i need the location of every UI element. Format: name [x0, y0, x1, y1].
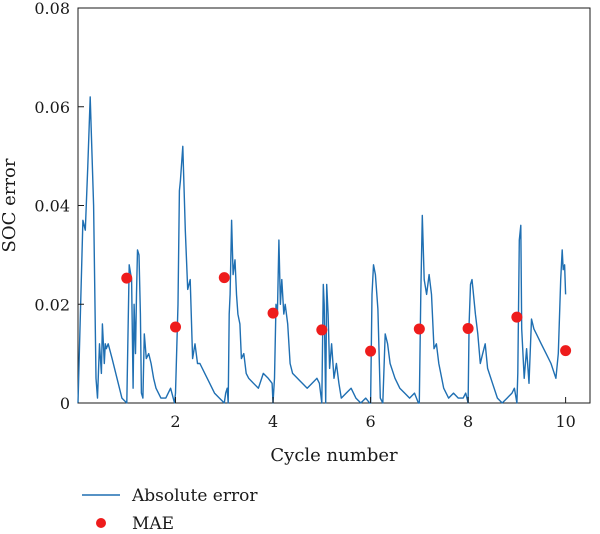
- mae-point: [511, 311, 523, 323]
- mae-point: [218, 272, 230, 284]
- mae-point: [170, 321, 182, 333]
- mae-point: [365, 345, 377, 357]
- legend: Absolute error MAE: [82, 486, 258, 534]
- x-tick-label: 4: [268, 412, 278, 431]
- y-tick-label: 0.02: [34, 295, 70, 314]
- x-axis-title: Cycle number: [270, 445, 398, 466]
- mae-points: [121, 272, 572, 357]
- mae-point: [121, 272, 133, 284]
- legend-swatch-mae: [96, 518, 106, 528]
- plot-frame: [77, 7, 591, 404]
- legend-label-absolute-error: Absolute error: [131, 486, 258, 506]
- x-axis-ticks: 2 4 6 8 10: [170, 397, 576, 431]
- y-axis-title: SOC error: [0, 158, 20, 252]
- x-tick-label: 8: [463, 412, 473, 431]
- x-tick-label: 10: [555, 412, 575, 431]
- x-tick-label: 2: [170, 412, 180, 431]
- mae-point: [413, 323, 425, 335]
- mae-point: [462, 322, 474, 334]
- plot-area: [77, 7, 591, 404]
- mae-point: [560, 345, 572, 357]
- y-tick-label: 0.08: [34, 0, 70, 18]
- x-tick-label: 6: [365, 412, 375, 431]
- y-axis-ticks: 0 0.02 0.04 0.06 0.08: [34, 0, 84, 413]
- mae-point: [316, 324, 328, 336]
- y-tick-label: 0.06: [34, 98, 70, 117]
- y-tick-label: 0.04: [34, 197, 70, 216]
- legend-label-mae: MAE: [132, 514, 174, 534]
- absolute-error-line: [77, 96, 567, 404]
- y-tick-label: 0: [60, 394, 70, 413]
- mae-point: [267, 307, 279, 319]
